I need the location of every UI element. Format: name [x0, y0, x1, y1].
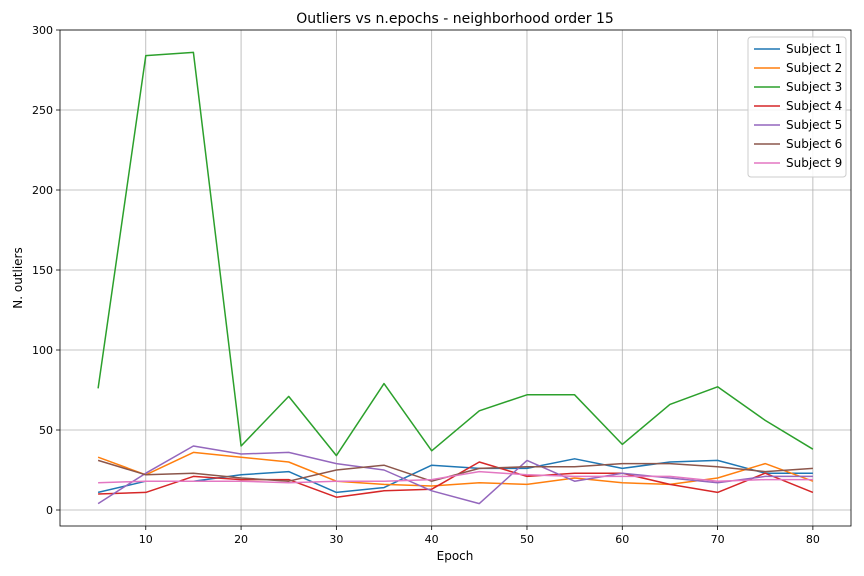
x-tick-label: 20	[234, 533, 248, 546]
y-tick-label: 200	[32, 184, 53, 197]
x-tick-label: 80	[806, 533, 820, 546]
series-line-subject-5	[97, 445, 813, 505]
y-axis-label: N. outliers	[11, 247, 25, 309]
y-tick-label: 0	[46, 504, 53, 517]
x-tick-label: 10	[139, 533, 153, 546]
legend-label: Subject 2	[786, 61, 842, 75]
x-tick-label: 40	[425, 533, 439, 546]
x-tick-label: 30	[329, 533, 343, 546]
legend-box	[747, 36, 847, 178]
y-tick-label: 300	[32, 24, 53, 37]
legend-label: Subject 9	[786, 156, 842, 170]
y-tick-label: 150	[32, 264, 53, 277]
x-axis-label: Epoch	[437, 549, 474, 563]
legend-label: Subject 6	[786, 137, 842, 151]
series-line-subject-3	[97, 51, 814, 457]
series-line-subject-2	[97, 451, 814, 487]
legend-label: Subject 1	[786, 42, 842, 56]
series-lines	[97, 51, 814, 505]
grid	[60, 29, 851, 526]
legend-label: Subject 4	[786, 99, 842, 113]
legend: Subject 1 Subject 2 Subject 3 Subject 4 Subj…	[747, 36, 847, 178]
plot-frame	[59, 29, 852, 527]
series-line-subject-9	[98, 470, 813, 484]
x-axis-ticks: 10 20 30 40 50 60 70 80	[139, 526, 820, 546]
y-tick-label: 250	[32, 104, 53, 117]
chart-title: Outliers vs n.epochs - neighborhood orde…	[296, 11, 614, 27]
x-tick-label: 50	[520, 533, 534, 546]
legend-label: Subject 5	[786, 118, 842, 132]
y-tick-label: 100	[32, 344, 53, 357]
x-tick-label: 60	[615, 533, 629, 546]
y-tick-label: 50	[39, 424, 53, 437]
y-axis-ticks: 0 50 100 150 200 250 300	[32, 24, 60, 517]
x-tick-label: 70	[711, 533, 725, 546]
series-line-subject-6	[97, 459, 813, 482]
legend-label: Subject 3	[786, 80, 842, 94]
